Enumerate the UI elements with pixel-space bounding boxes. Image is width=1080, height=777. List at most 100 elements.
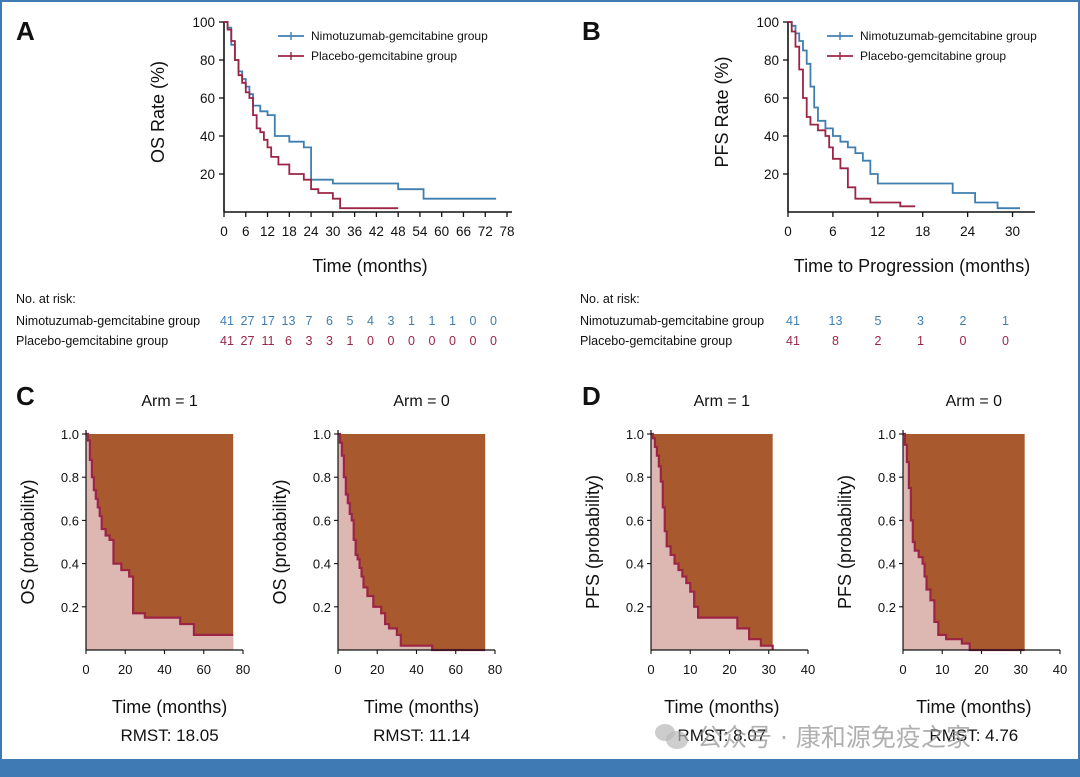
risk-table-title: No. at risk: [580, 292, 640, 306]
x-tick-label: 10 [935, 662, 949, 677]
y-tick-label: 0.8 [313, 470, 331, 485]
x-tick-label: 48 [391, 224, 406, 239]
y-tick-label: 1.0 [61, 427, 79, 442]
rmst-area-under [338, 434, 486, 650]
x-tick-label: 20 [370, 662, 384, 677]
y-axis-title: PFS Rate (%) [712, 56, 732, 167]
x-tick-label: 30 [762, 662, 776, 677]
legend-label: Nimotuzumab-gemcitabine group [311, 29, 488, 43]
x-tick-label: 10 [683, 662, 697, 677]
risk-value: 3 [917, 314, 924, 328]
x-tick-label: 30 [1014, 662, 1028, 677]
x-tick-label: 24 [304, 224, 320, 239]
y-tick-label: 0.2 [313, 600, 331, 615]
rmst-survival-curve [903, 432, 1025, 652]
risk-value: 8 [832, 334, 839, 348]
x-tick-label: 0 [647, 662, 654, 677]
risk-value: 27 [241, 334, 255, 348]
risk-table-title: No. at risk: [16, 292, 76, 306]
risk-table-B: No. at risk: Nimotuzumab-gemcitabine grou… [580, 292, 1009, 348]
risk-table-A: No. at risk: Nimotuzumab-gemcitabine grou… [16, 292, 497, 348]
km-curve-placebo [788, 21, 916, 208]
watermark: 公众号 · 康和源免疫之家 [655, 716, 971, 756]
x-tick-label: 78 [499, 224, 514, 239]
risk-value: 41 [786, 314, 800, 328]
panel-letter-D: D [582, 381, 601, 411]
risk-value: 0 [449, 334, 456, 348]
y-tick-label: 20 [764, 167, 779, 182]
rmst-arm-title: Arm = 1 [141, 393, 198, 410]
panel-letter-A: A [16, 16, 35, 46]
legend-label: Placebo-gemcitabine group [311, 49, 457, 63]
risk-value: 5 [347, 314, 354, 328]
panel-letter-B: B [582, 16, 601, 46]
rmst-arm-title: Arm = 0 [393, 393, 450, 410]
y-tick-label: 0.8 [61, 470, 79, 485]
rmst-value: RMST: 8.07 [677, 726, 766, 745]
y-tick-label: 0.6 [878, 513, 896, 528]
y-tick-label: 0.6 [626, 513, 644, 528]
y-tick-label: 0.6 [61, 513, 79, 528]
rmst-plot-3: 0.2 0.4 0.6 0.8 1.0 0 10 20 30 40 Arm = 1 Time (mon… [583, 393, 815, 745]
risk-value: 13 [282, 314, 296, 328]
y-axis-title: PFS (probability) [583, 475, 603, 609]
rmst-plot-1: 0.2 0.4 0.6 0.8 1.0 0 20 40 60 80 Arm = 1 Time (mon… [18, 393, 250, 745]
risk-value: 3 [306, 334, 313, 348]
x-tick-label: 18 [282, 224, 297, 239]
rmst-area-under [651, 434, 773, 650]
x-tick-label: 0 [334, 662, 341, 677]
risk-value: 17 [261, 314, 275, 328]
x-tick-label: 24 [960, 224, 976, 239]
risk-value: 6 [285, 334, 292, 348]
y-tick-label: 100 [192, 15, 215, 30]
risk-value: 27 [241, 314, 255, 328]
x-tick-label: 40 [1053, 662, 1067, 677]
risk-value: 0 [490, 314, 497, 328]
x-tick-label: 12 [260, 224, 275, 239]
x-tick-label: 40 [409, 662, 423, 677]
panel-letter-C: C [16, 381, 35, 411]
y-tick-label: 80 [200, 53, 215, 68]
risk-value: 0 [429, 334, 436, 348]
risk-value: 3 [388, 314, 395, 328]
km-curve-placebo [224, 21, 399, 210]
risk-value: 6 [326, 314, 333, 328]
x-tick-label: 20 [118, 662, 132, 677]
y-tick-label: 0.4 [878, 557, 896, 572]
watermark-text: 公众号 · 康和源免疫之家 [697, 723, 971, 752]
risk-value: 1 [408, 314, 415, 328]
x-axis-title: Time to Progression (months) [794, 256, 1030, 276]
rmst-survival-curve [86, 432, 234, 636]
x-axis-title: Time (months) [312, 256, 427, 276]
x-tick-label: 72 [478, 224, 493, 239]
y-tick-label: 0.2 [626, 600, 644, 615]
x-tick-label: 20 [722, 662, 736, 677]
y-tick-label: 0.4 [626, 557, 644, 572]
y-tick-label: 100 [756, 15, 779, 30]
x-tick-label: 12 [870, 224, 885, 239]
x-tick-label: 60 [434, 224, 449, 239]
y-axis-title: OS (probability) [18, 479, 38, 604]
risk-value: 0 [470, 314, 477, 328]
risk-value: 5 [875, 314, 882, 328]
risk-value: 2 [960, 314, 967, 328]
x-tick-label: 80 [488, 662, 502, 677]
x-tick-label: 40 [801, 662, 815, 677]
risk-row-label: Nimotuzumab-gemcitabine group [16, 314, 200, 328]
risk-row-label: Nimotuzumab-gemcitabine group [580, 314, 764, 328]
x-tick-label: 54 [412, 224, 428, 239]
y-tick-label: 0.4 [313, 557, 331, 572]
x-tick-label: 30 [1005, 224, 1020, 239]
x-tick-label: 0 [82, 662, 89, 677]
risk-value: 0 [960, 334, 967, 348]
risk-value: 1 [917, 334, 924, 348]
x-tick-label: 60 [197, 662, 211, 677]
y-tick-label: 1.0 [626, 427, 644, 442]
x-tick-label: 0 [784, 224, 792, 239]
risk-value: 2 [875, 334, 882, 348]
rmst-arm-title: Arm = 1 [694, 393, 751, 410]
x-tick-label: 20 [974, 662, 988, 677]
rmst-value: RMST: 18.05 [120, 726, 218, 745]
chat-bubbles-icon [655, 722, 689, 750]
